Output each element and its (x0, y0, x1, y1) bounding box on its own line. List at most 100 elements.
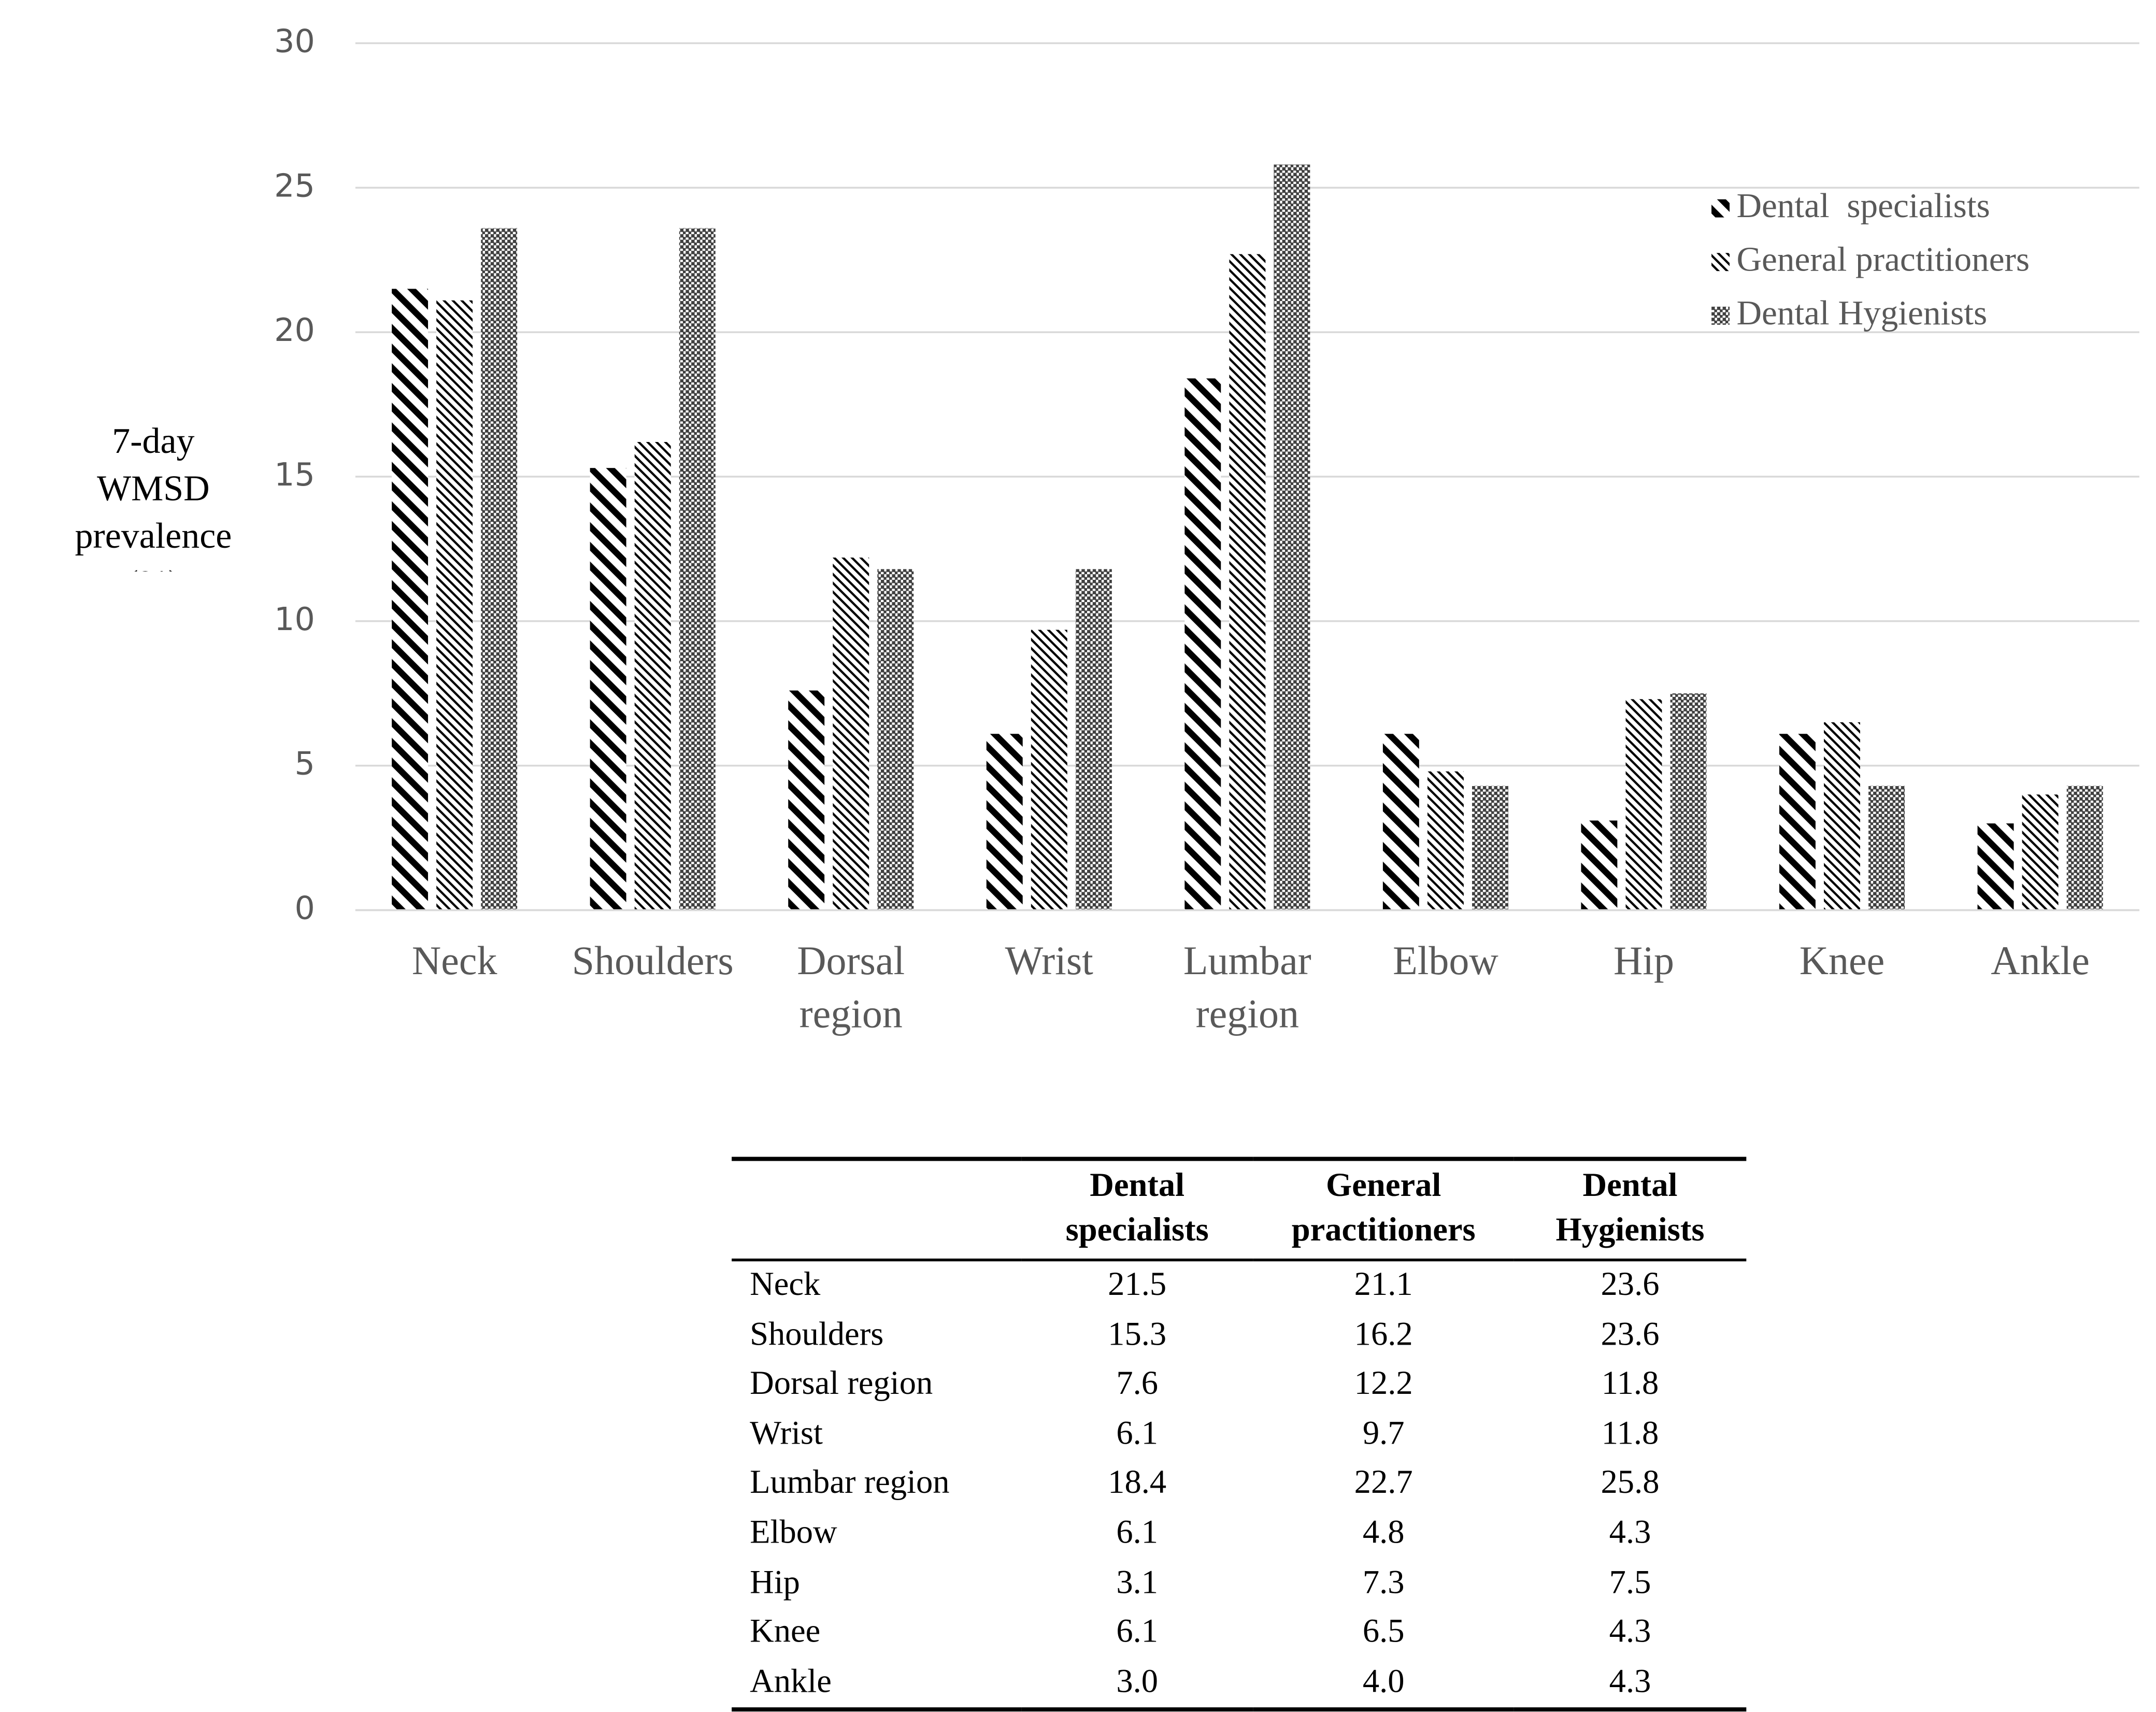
bar (1472, 786, 1508, 910)
table-cell: 7.3 (1362, 1564, 1405, 1601)
legend-label: Dental Hygienists (1736, 293, 1987, 332)
table-cell: 21.5 (1108, 1267, 1167, 1303)
bar (877, 569, 914, 910)
table-cell: 3.0 (1116, 1663, 1159, 1700)
x-tick-label: Elbow (1393, 939, 1498, 984)
bar (2066, 786, 2103, 910)
table-cell: 6.5 (1362, 1614, 1405, 1651)
table-row: Lumbar region 18.4 22.7 25.8 (732, 1460, 1746, 1509)
y-tick-label: 0 (295, 890, 315, 927)
row-label: Dorsal region (750, 1366, 933, 1403)
bar (481, 228, 518, 910)
row-label: Hip (750, 1564, 800, 1601)
y-tick-label: 5 (295, 745, 315, 782)
bar (2022, 794, 2059, 910)
table-cell: 3.1 (1116, 1564, 1159, 1601)
table-cell: 18.4 (1108, 1465, 1167, 1502)
corner-cell (732, 1159, 1021, 1262)
bar (634, 441, 671, 910)
table-cell: 4.3 (1609, 1614, 1651, 1651)
table-cell: 6.1 (1116, 1416, 1159, 1452)
table-cell: 16.2 (1354, 1316, 1413, 1353)
table-cell: 15.3 (1108, 1316, 1167, 1353)
bar (436, 300, 473, 910)
bar (1670, 693, 1707, 910)
table-cell: 12.2 (1354, 1366, 1413, 1403)
table-cell: 23.6 (1601, 1316, 1660, 1353)
x-label-box: Knee (1799, 939, 1885, 984)
x-label-box: Dorsal region (797, 939, 905, 1037)
bar (1382, 734, 1419, 910)
x-label-box: Lumbar region (1183, 939, 1311, 1037)
bar (1229, 254, 1266, 910)
bar (1075, 569, 1112, 910)
x-label-box: Ankle (1991, 939, 2090, 984)
legend-label: General practitioners (1736, 239, 2030, 278)
data-table: Dental specialists General practitioners D… (732, 1157, 1747, 1712)
table-row: Knee 6.1 6.5 4.3 (732, 1608, 1746, 1658)
bar (590, 468, 626, 910)
column-header: General practitioners (1253, 1159, 1514, 1262)
table-cell: 4.0 (1362, 1663, 1405, 1700)
y-tick-label: 10 (274, 601, 315, 638)
table-cell: 22.7 (1354, 1465, 1413, 1502)
bar (1427, 771, 1464, 910)
bar (679, 228, 716, 910)
table-row: Wrist 6.1 9.7 11.8 (732, 1410, 1746, 1460)
x-label-box: Elbow (1393, 939, 1498, 984)
bar (833, 558, 869, 910)
bar (1184, 378, 1221, 910)
row-label: Knee (750, 1614, 821, 1651)
table-cell: 4.3 (1609, 1663, 1651, 1700)
bar (1824, 722, 1860, 910)
legend-swatch (1711, 253, 1730, 272)
legend-swatch (1711, 199, 1730, 218)
legend-label: Dental specialists (1736, 186, 1990, 225)
table-cell: 6.1 (1116, 1614, 1159, 1651)
x-tick-label: Hip (1613, 939, 1674, 984)
x-label-box: Wrist (1005, 939, 1093, 984)
table-cell: 25.8 (1601, 1465, 1660, 1502)
x-tick-label: Neck (411, 939, 497, 984)
table-row: Neck 21.5 21.1 23.6 (732, 1260, 1746, 1311)
table-cell: 11.8 (1601, 1366, 1659, 1403)
row-label: Wrist (750, 1416, 823, 1452)
x-label-box: Shoulders (572, 939, 734, 984)
bar (392, 289, 429, 910)
bar (1779, 734, 1816, 910)
y-tick-label: 20 (274, 311, 315, 349)
table-row: Dorsal region 7.6 12.2 11.8 (732, 1361, 1746, 1410)
y-tick-label: 25 (274, 167, 315, 204)
header-row: Dental specialists General practitioners D… (732, 1159, 1747, 1262)
bar (1581, 820, 1618, 910)
y-label-box: 7-day WMSD prevalence (%) (75, 421, 232, 571)
row-label: Elbow (750, 1515, 837, 1551)
y-tick-label: 15 (274, 456, 315, 493)
x-tick-label: Knee (1799, 939, 1885, 984)
table-cell: 21.1 (1354, 1267, 1413, 1303)
bar (1031, 630, 1067, 910)
row-label: Neck (750, 1267, 821, 1303)
row-label: Lumbar region (750, 1465, 950, 1502)
table-cell: 6.1 (1116, 1515, 1159, 1551)
column-header: Dental Hygienists (1514, 1159, 1747, 1262)
table-row: Ankle 3.0 4.0 4.3 (732, 1658, 1746, 1710)
x-label-box: Neck (411, 939, 497, 984)
x-tick-label: Lumbar region (1183, 939, 1311, 1037)
table-row: Hip 3.1 7.3 7.5 (732, 1559, 1746, 1609)
table-body: Neck 21.5 21.1 23.6 Shoulders 15.3 16.2 23.6 Dor… (732, 1260, 1746, 1710)
column-header: Dental specialists (1021, 1159, 1253, 1262)
bar (986, 734, 1023, 910)
legend-swatch (1711, 306, 1730, 325)
row-label: Shoulders (750, 1316, 884, 1353)
table-cell: 7.6 (1116, 1366, 1159, 1403)
x-tick-label: Dorsal region (797, 939, 905, 1037)
row-label: Ankle (750, 1663, 832, 1700)
bar (1274, 164, 1310, 910)
table-cell: 23.6 (1601, 1267, 1660, 1303)
table-cell: 9.7 (1362, 1416, 1405, 1452)
table-cell: 4.8 (1362, 1515, 1405, 1551)
bar (1625, 699, 1662, 910)
